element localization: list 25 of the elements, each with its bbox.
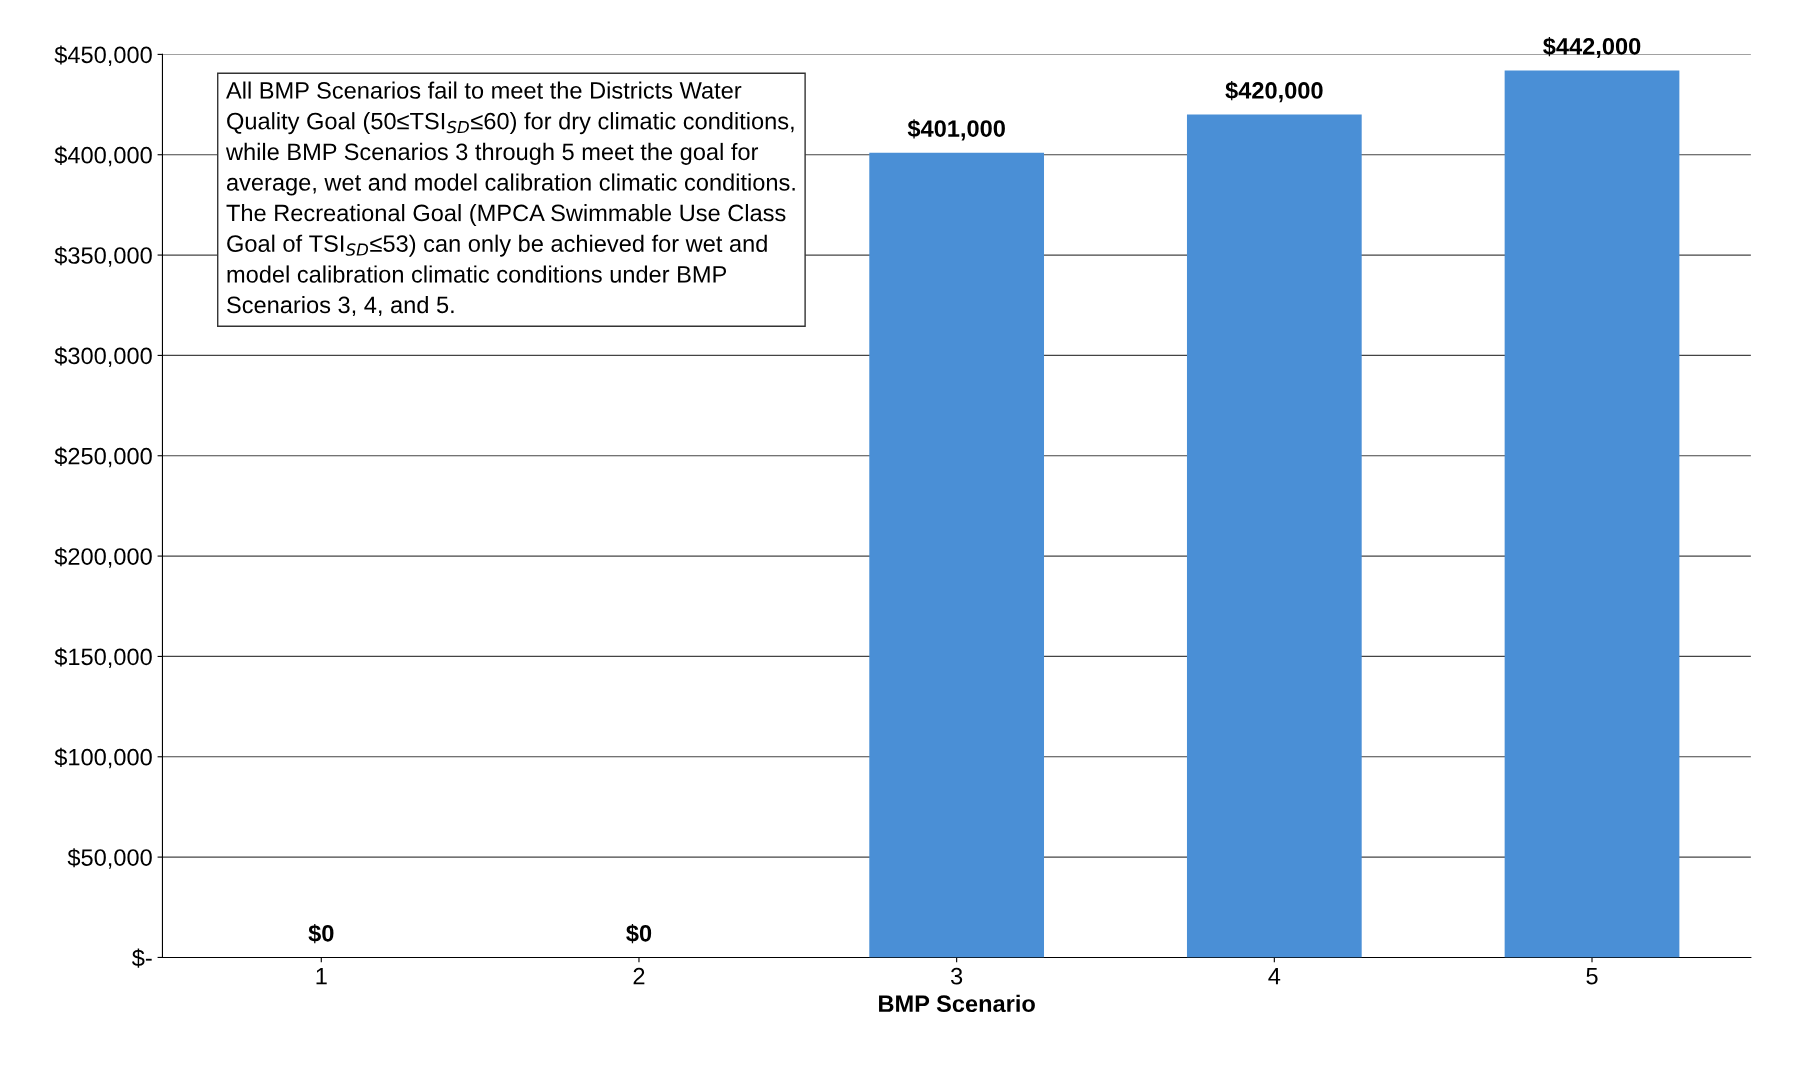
x-tick-label: 4 [1268,968,1281,985]
y-tick-label: $300,000 [54,346,152,367]
y-tick-label: $50,000 [67,848,152,869]
data-label: $401,000 [907,119,1005,141]
y-tick-label: $- [131,948,152,968]
y-tick-label: $150,000 [54,647,152,668]
y-tick-label: $350,000 [54,246,152,267]
data-label: $442,000 [1543,36,1641,59]
data-label: $0 [626,923,652,944]
y-tick-label: $200,000 [54,547,152,568]
data-label: $420,000 [1225,81,1323,103]
x-tick-label: 3 [950,967,963,985]
bar [1504,70,1680,958]
y-tick-label: $100,000 [54,747,152,769]
data-label: $0 [308,923,334,944]
y-tick-label: $400,000 [54,145,152,167]
text: All BMP Scenarios fail to meet the Districts Water Quality Goal (50≤TSI$_{SD}$≤60) for dry climatic conditions, while BMP Scenarios 3 through 5 meet the goal for average, wet and model calibration climatic conditions. The Recreational Goal (MPCA Swimmable Use Class Goal of TSI$_{SD}$≤53) can only be achieved for wet and model calibration climatic conditions under BMP Scenarios 3, 4, and 5. [225,81,795,317]
y-tick-label: $450,000 [54,45,152,66]
x-tick-label: 5 [1586,968,1598,985]
y-tick-label: $250,000 [54,446,152,468]
x-axis-title: BMP Scenario [879,994,1035,1013]
x-tick-label: 1 [316,968,327,985]
bar [1186,114,1362,958]
x-tick-label: 2 [633,967,645,985]
bar [869,152,1045,958]
